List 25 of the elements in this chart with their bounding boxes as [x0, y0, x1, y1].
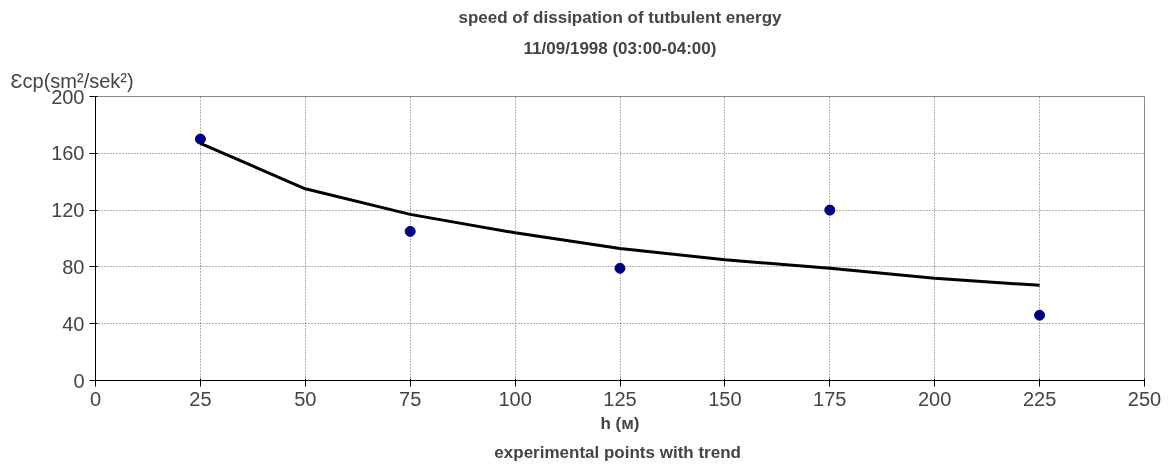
point: [194, 133, 206, 145]
x-tick-label: 75: [399, 387, 422, 410]
chart-title: speed of dissipation of tutbulent energy: [458, 7, 783, 27]
point: [614, 262, 626, 274]
chart-subtitle: 11/09/1998 (03:00-04:00): [523, 38, 717, 58]
text: experimental points with trend: [494, 442, 741, 462]
x-tick-label: 150: [708, 387, 742, 410]
y-tick-label: 40: [62, 312, 85, 335]
y-tick-label: 80: [62, 255, 85, 278]
x-tick-label: 50: [294, 387, 317, 410]
y-tick-label: 0: [73, 369, 85, 392]
x-tick-label: 125: [603, 387, 637, 410]
x-tick-label: 100: [498, 387, 532, 410]
point: [824, 204, 836, 216]
x-tick-label: 25: [189, 387, 212, 410]
x-tick-label: 250: [1127, 387, 1162, 410]
x-tick-label: 225: [1022, 387, 1057, 410]
point: [404, 225, 416, 237]
x-axis-title: h (м): [600, 413, 640, 433]
y-tick-label: 160: [51, 142, 85, 165]
x-tick-label: 0: [89, 387, 102, 410]
point: [1034, 309, 1046, 321]
x-tick-label: 200: [918, 387, 952, 410]
y-tick-label: 120: [51, 199, 85, 222]
x-tick-label: 175: [813, 387, 847, 410]
